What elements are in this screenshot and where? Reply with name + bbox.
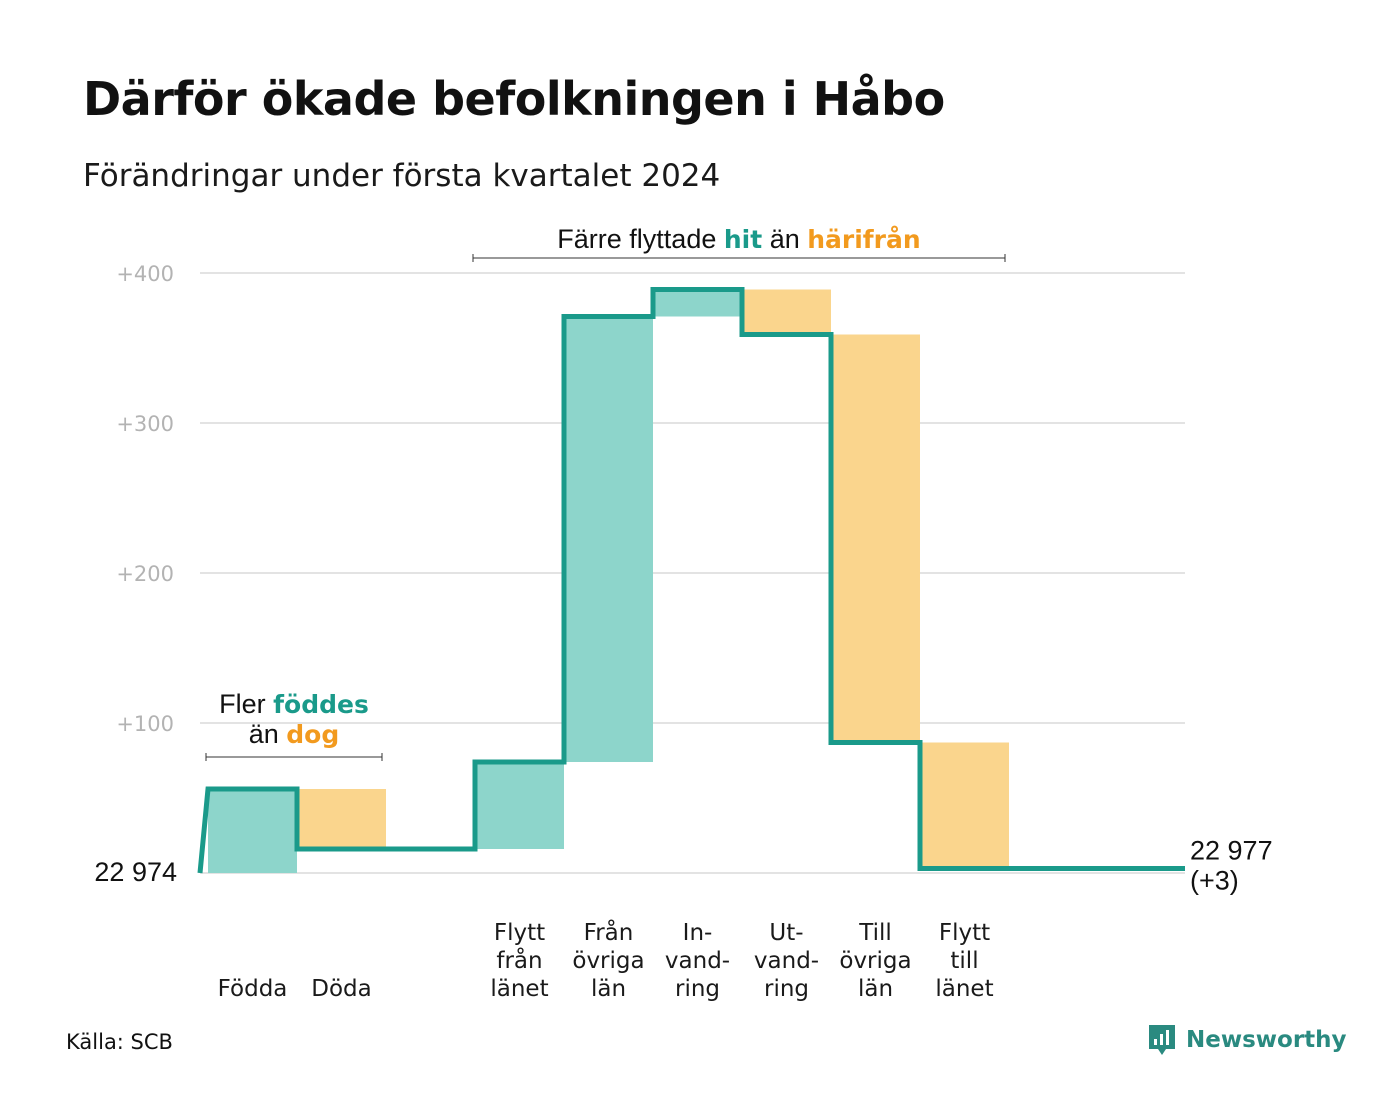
category-label: ring: [675, 976, 720, 1002]
waterfall-bar: [831, 334, 920, 743]
level-line: [197, 287, 1185, 874]
start-value-label: 22 974: [94, 857, 177, 887]
category-label: Från: [584, 918, 634, 946]
waterfall-bar: [208, 789, 297, 873]
category-label: Flytt: [939, 920, 990, 946]
category-label: vand-: [665, 948, 730, 974]
waterfall-bar: [475, 762, 564, 849]
chart-subtitle: Förändringar under första kvartalet 2024: [83, 158, 721, 194]
brand: Newsworthy: [1146, 1022, 1347, 1058]
annotation-part: hit: [724, 225, 762, 254]
category-label: övriga: [839, 948, 911, 974]
annotation-part: härifrån: [807, 225, 920, 254]
category-label: Döda: [311, 976, 371, 1002]
annotation-line: Färre flyttade hit än härifrån: [557, 224, 920, 254]
waterfall-bar: [564, 316, 653, 762]
category-label: län: [858, 976, 893, 1002]
y-tick-label: +300: [116, 412, 174, 436]
annotation-line: Fler föddes: [219, 689, 369, 719]
category-label: vand-: [754, 948, 819, 974]
category-label: Ut-: [769, 920, 803, 946]
annotation-part: dog: [286, 720, 339, 749]
category-label: länet: [935, 976, 993, 1002]
annotation-part: föddes: [273, 690, 369, 719]
grid-lines: [200, 272, 1185, 874]
category-label: övriga: [572, 948, 644, 974]
source-note: Källa: SCB: [66, 1030, 173, 1054]
annotation-part: än: [762, 224, 807, 254]
annotation-part: än: [249, 719, 287, 749]
newsworthy-logo-icon: [1149, 1025, 1175, 1055]
bars: [208, 289, 1009, 873]
annotation-part: Fler: [219, 689, 273, 719]
brand-name: Newsworthy: [1186, 1027, 1347, 1053]
end-value-label: 22 977: [1190, 836, 1273, 866]
level-step-line: [197, 287, 1185, 874]
y-tick-label: +400: [116, 262, 174, 286]
category-label: länet: [490, 976, 548, 1002]
y-tick-label: +100: [116, 712, 174, 736]
annotation-part: Färre flyttade: [557, 224, 724, 254]
category-label: från: [496, 946, 542, 974]
chart-title: Därför ökade befolkningen i Håbo: [83, 72, 945, 126]
category-label: Födda: [218, 976, 288, 1002]
annotation-line: än dog: [249, 719, 340, 749]
category-label: ring: [764, 976, 809, 1002]
waterfall-bar: [742, 289, 831, 335]
category-label: till: [950, 948, 978, 974]
category-label: In-: [683, 920, 713, 946]
category-label: Flytt: [494, 920, 545, 946]
waterfall-bar: [920, 742, 1009, 869]
y-tick-label: +200: [116, 562, 174, 586]
waterfall-bar: [653, 289, 742, 317]
waterfall-bar: [297, 789, 386, 849]
category-label: Till: [858, 920, 892, 946]
end-change-label: (+3): [1190, 866, 1239, 896]
category-label: län: [591, 976, 626, 1002]
